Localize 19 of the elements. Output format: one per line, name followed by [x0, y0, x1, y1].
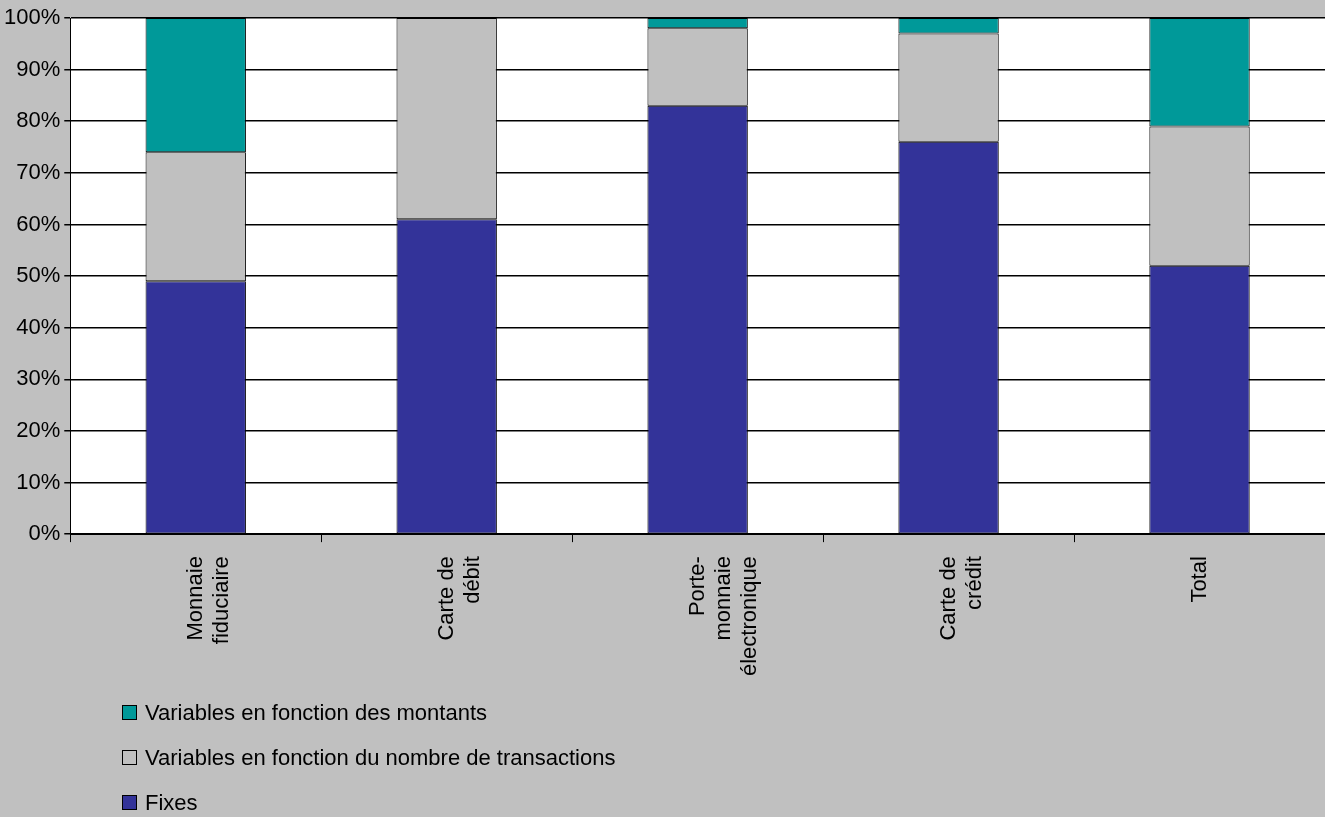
y-tick-label: 80%	[16, 107, 61, 133]
y-tick-label: 70%	[16, 158, 61, 184]
y-tick-label: 60%	[16, 210, 61, 236]
x-tick-label: Porte-monnaie électronique	[683, 556, 762, 677]
legend-label: Variables en fonction du nombre de transactions	[145, 744, 616, 771]
legend-label: Variables en fonction des montants	[145, 699, 488, 726]
x-tick-label: Carte de débit	[432, 556, 485, 641]
y-tick-label: 20%	[16, 416, 61, 442]
y-tick-label: 10%	[16, 468, 61, 494]
y-tick-label: 40%	[16, 313, 61, 339]
x-tick-label: Monnaie fiduciaire	[181, 556, 234, 645]
y-tick-label: 50%	[16, 262, 61, 288]
x-tick-label: Carte de crédit	[934, 556, 987, 641]
y-tick-label: 90%	[16, 55, 61, 81]
y-tick-label: 30%	[16, 365, 61, 391]
legend-label: Fixes	[145, 789, 198, 816]
y-tick-label: 100%	[3, 4, 61, 30]
x-tick-label: Total	[1185, 556, 1211, 603]
y-tick-label: 0%	[28, 520, 61, 546]
